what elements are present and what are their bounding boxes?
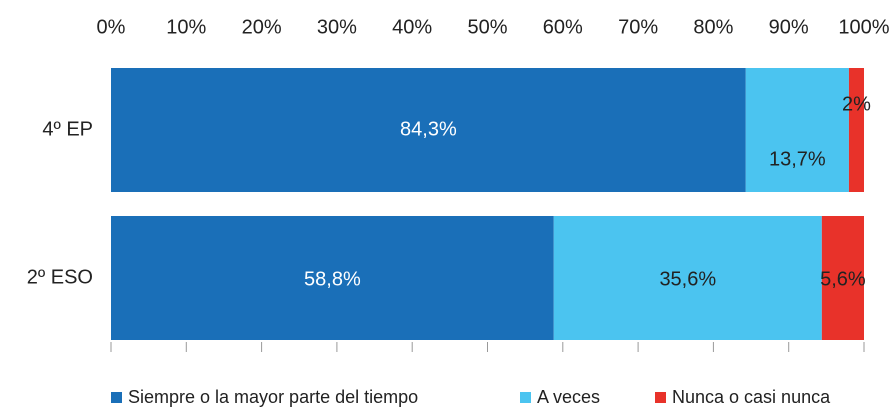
x-tick-label: 50% xyxy=(467,16,507,38)
bar-segment xyxy=(111,216,554,340)
bar-segment xyxy=(745,68,849,192)
data-label: 13,7% xyxy=(769,148,826,170)
bar-segment xyxy=(553,216,822,340)
x-tick-label: 30% xyxy=(317,16,357,38)
x-tick-label: 90% xyxy=(769,16,809,38)
x-tick-label: 20% xyxy=(242,16,282,38)
legend-label: A veces xyxy=(537,387,600,407)
x-tick-label: 10% xyxy=(166,16,206,38)
x-tick-label: 70% xyxy=(618,16,658,38)
data-label: 35,6% xyxy=(659,268,716,290)
legend-swatch xyxy=(520,392,531,403)
bar-segment xyxy=(821,216,864,340)
bar-segment xyxy=(111,68,746,192)
legend-label: Siempre o la mayor parte del tiempo xyxy=(128,387,418,407)
x-tick-label: 0% xyxy=(97,16,126,38)
legend-swatch xyxy=(655,392,666,403)
data-label: 84,3% xyxy=(400,118,457,140)
x-tick-label: 60% xyxy=(543,16,583,38)
legend-label: Nunca o casi nunca xyxy=(672,387,831,407)
y-tick-label: 4º EP xyxy=(42,118,93,140)
legend-swatch xyxy=(111,392,122,403)
x-tick-label: 40% xyxy=(392,16,432,38)
data-label: 2% xyxy=(842,93,871,115)
x-tick-label: 80% xyxy=(693,16,733,38)
data-label: 58,8% xyxy=(304,268,361,290)
data-label: 5,6% xyxy=(820,268,866,290)
bar-segment xyxy=(848,68,864,192)
y-tick-label: 2º ESO xyxy=(27,266,93,288)
x-tick-label: 100% xyxy=(838,16,889,38)
